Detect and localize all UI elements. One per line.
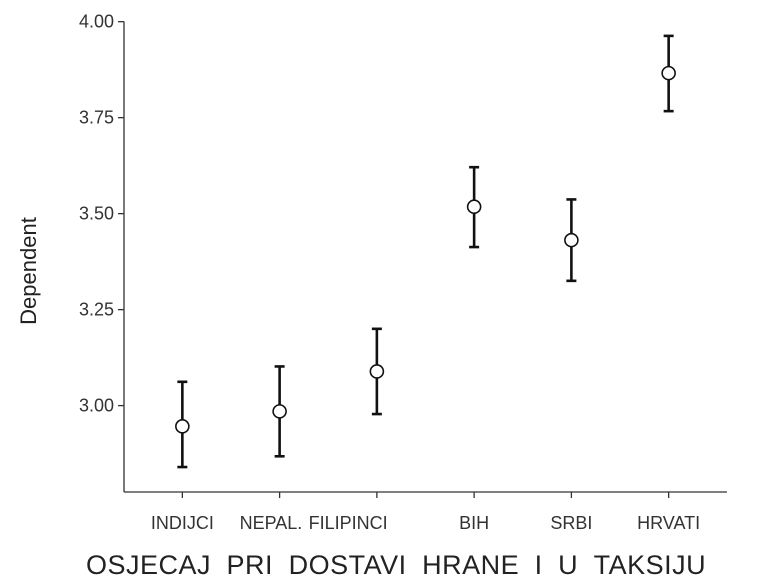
y-tick-label: 3.50 — [79, 204, 114, 224]
data-point — [272, 404, 287, 419]
error-bar-group — [661, 34, 676, 113]
data-marks — [175, 34, 676, 469]
y-tick-label: 3.00 — [79, 396, 114, 416]
x-tick-label: FILIPINCI — [309, 513, 388, 533]
x-tick-label: BIH — [459, 513, 489, 533]
error-bar-group — [272, 365, 287, 458]
y-axis: 3.00 3.25 3.50 3.75 4.00 — [79, 12, 125, 492]
y-axis-title: Dependent — [16, 217, 41, 325]
data-point — [661, 65, 676, 81]
y-tick-label: 4.00 — [79, 12, 114, 32]
x-axis: INDIJCI NEPAL. FILIPINCI BIH SRBI HRVATI — [124, 491, 727, 533]
y-tick-label: 3.75 — [79, 108, 114, 128]
data-point — [175, 419, 190, 434]
data-point — [564, 232, 579, 248]
error-bar-group — [564, 198, 579, 283]
data-point — [369, 364, 385, 379]
y-tick-label: 3.25 — [79, 300, 114, 320]
x-axis-title: OSJECAJ_PRI_DOSTAVI_HRANE_I_U_TAKSIJU — [86, 550, 706, 577]
x-tick-label: HRVATI — [637, 513, 700, 533]
data-point — [466, 199, 482, 215]
error-bar-group — [369, 327, 385, 416]
x-tick-label: NEPAL. — [240, 513, 303, 533]
error-bar-group — [466, 165, 482, 249]
x-tick-label: SRBI — [550, 513, 592, 533]
error-bar-group — [175, 380, 190, 469]
x-tick-label: INDIJCI — [151, 513, 214, 533]
